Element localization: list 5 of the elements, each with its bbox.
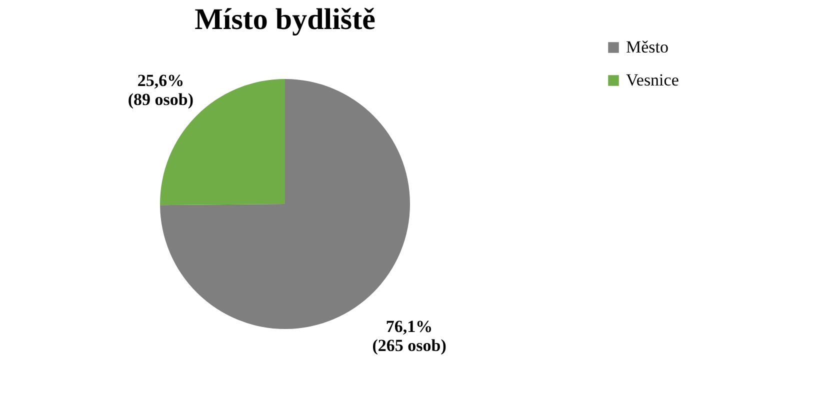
data-label: 76,1% (265 osob) [372, 317, 446, 356]
chart-title: Místo bydliště [194, 3, 376, 36]
legend-label: Vesnice [626, 70, 679, 90]
data-label: 25,6% (89 osob) [128, 70, 194, 109]
legend-label: Město [626, 38, 668, 56]
